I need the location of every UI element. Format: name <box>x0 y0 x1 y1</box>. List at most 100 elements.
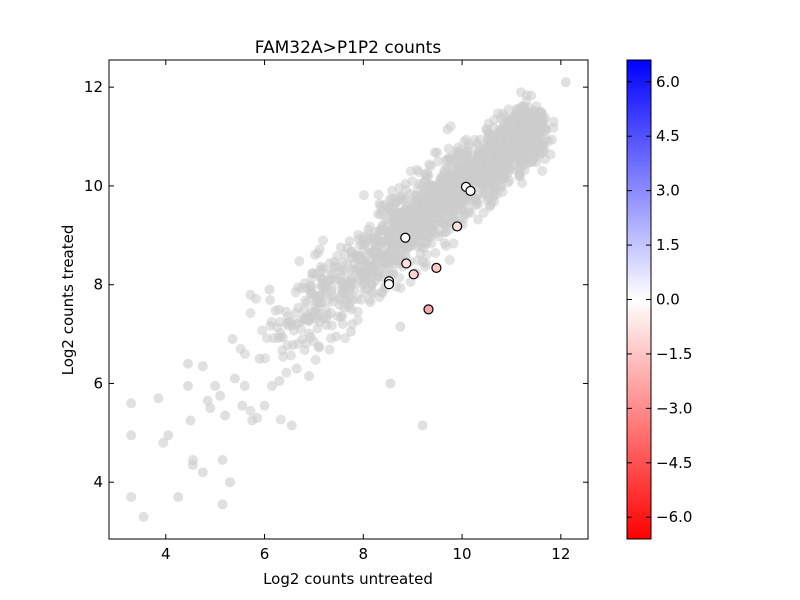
y-axis-label: Log2 counts treated <box>59 225 77 376</box>
background-point <box>537 165 548 176</box>
background-point <box>340 289 351 300</box>
background-point <box>394 183 405 194</box>
background-point <box>526 147 537 158</box>
highlighted-point <box>431 262 442 273</box>
background-point-outlier <box>173 492 184 503</box>
background-point <box>429 147 440 158</box>
background-point <box>352 306 363 317</box>
background-point-outlier <box>197 467 208 478</box>
background-point <box>312 248 323 259</box>
x-tick-label: 12 <box>551 545 570 563</box>
background-point <box>305 280 316 291</box>
background-points <box>126 77 571 522</box>
background-point <box>424 159 435 170</box>
background-point-outlier <box>217 454 228 465</box>
background-point <box>412 205 423 216</box>
background-point <box>350 265 361 276</box>
background-point <box>397 208 408 219</box>
background-point-outlier <box>417 420 428 431</box>
background-point <box>427 180 438 191</box>
background-point <box>436 205 447 216</box>
background-point-outlier <box>252 413 263 424</box>
background-point-outlier <box>237 400 248 411</box>
background-point-outlier <box>224 477 235 488</box>
background-point <box>356 278 367 289</box>
background-point <box>395 191 406 202</box>
background-point <box>473 141 484 152</box>
background-point-outlier <box>259 400 270 411</box>
background-point-outlier <box>254 353 265 364</box>
background-point <box>298 305 309 316</box>
background-point <box>394 249 405 260</box>
background-point <box>382 248 393 259</box>
background-point-outlier <box>153 393 164 404</box>
colorbar-tick-label: 0.0 <box>656 291 680 309</box>
highlighted-point <box>400 232 411 243</box>
background-point <box>338 257 349 268</box>
background-point <box>334 300 345 311</box>
y-tick-label: 6 <box>93 374 103 392</box>
background-point <box>302 297 313 308</box>
background-point <box>515 87 526 98</box>
background-point <box>461 134 472 145</box>
background-point <box>297 334 308 345</box>
background-point-outlier <box>385 378 396 389</box>
background-point <box>278 351 289 362</box>
background-point-outlier <box>126 398 137 409</box>
background-point <box>257 325 268 336</box>
background-point-outlier <box>205 403 216 414</box>
background-point <box>318 263 329 274</box>
background-point <box>265 295 276 306</box>
background-point-outlier <box>331 331 342 342</box>
background-point <box>245 308 256 319</box>
background-point <box>419 199 430 210</box>
background-point-outlier <box>291 363 302 374</box>
background-point <box>472 214 483 225</box>
x-axis-ticks: 4 6 8 10 12 <box>161 60 570 563</box>
background-point <box>407 233 418 244</box>
background-point <box>442 124 453 135</box>
background-point <box>373 189 384 200</box>
background-point <box>305 312 316 323</box>
background-point-outlier <box>197 361 208 372</box>
background-point <box>505 163 516 174</box>
background-point <box>245 289 256 300</box>
background-point <box>471 154 482 165</box>
background-point <box>438 192 449 203</box>
x-axis-label: Log2 counts untreated <box>263 570 433 588</box>
background-point <box>442 154 453 165</box>
background-point-outlier <box>215 390 226 401</box>
background-point-outlier <box>229 373 240 384</box>
background-point <box>412 164 423 175</box>
colorbar-tick-label: −4.5 <box>656 454 692 472</box>
background-point <box>389 217 400 228</box>
background-point <box>425 218 436 229</box>
background-point <box>513 104 524 115</box>
background-point <box>422 168 433 179</box>
background-point-outlier <box>266 380 277 391</box>
background-point <box>352 315 363 326</box>
background-point-outlier <box>158 437 169 448</box>
y-tick-label: 12 <box>84 78 103 96</box>
colorbar-tick-label: 1.5 <box>656 236 680 254</box>
background-point-outlier <box>138 511 149 522</box>
background-point <box>470 200 481 211</box>
background-point <box>377 206 388 217</box>
background-point-outlier <box>303 371 314 382</box>
background-point-outlier <box>210 380 221 391</box>
background-point-outlier <box>345 326 356 337</box>
background-point-outlier <box>126 430 137 441</box>
background-point <box>245 405 256 416</box>
background-point <box>380 257 391 268</box>
background-point <box>319 281 330 292</box>
y-tick-label: 4 <box>93 473 103 491</box>
background-point <box>363 230 374 241</box>
background-point <box>369 267 380 278</box>
background-point <box>265 320 276 331</box>
background-point <box>394 272 405 283</box>
x-tick-label: 6 <box>260 545 270 563</box>
background-point-outlier <box>185 415 196 426</box>
background-point <box>509 123 520 134</box>
background-point-outlier <box>183 358 194 369</box>
